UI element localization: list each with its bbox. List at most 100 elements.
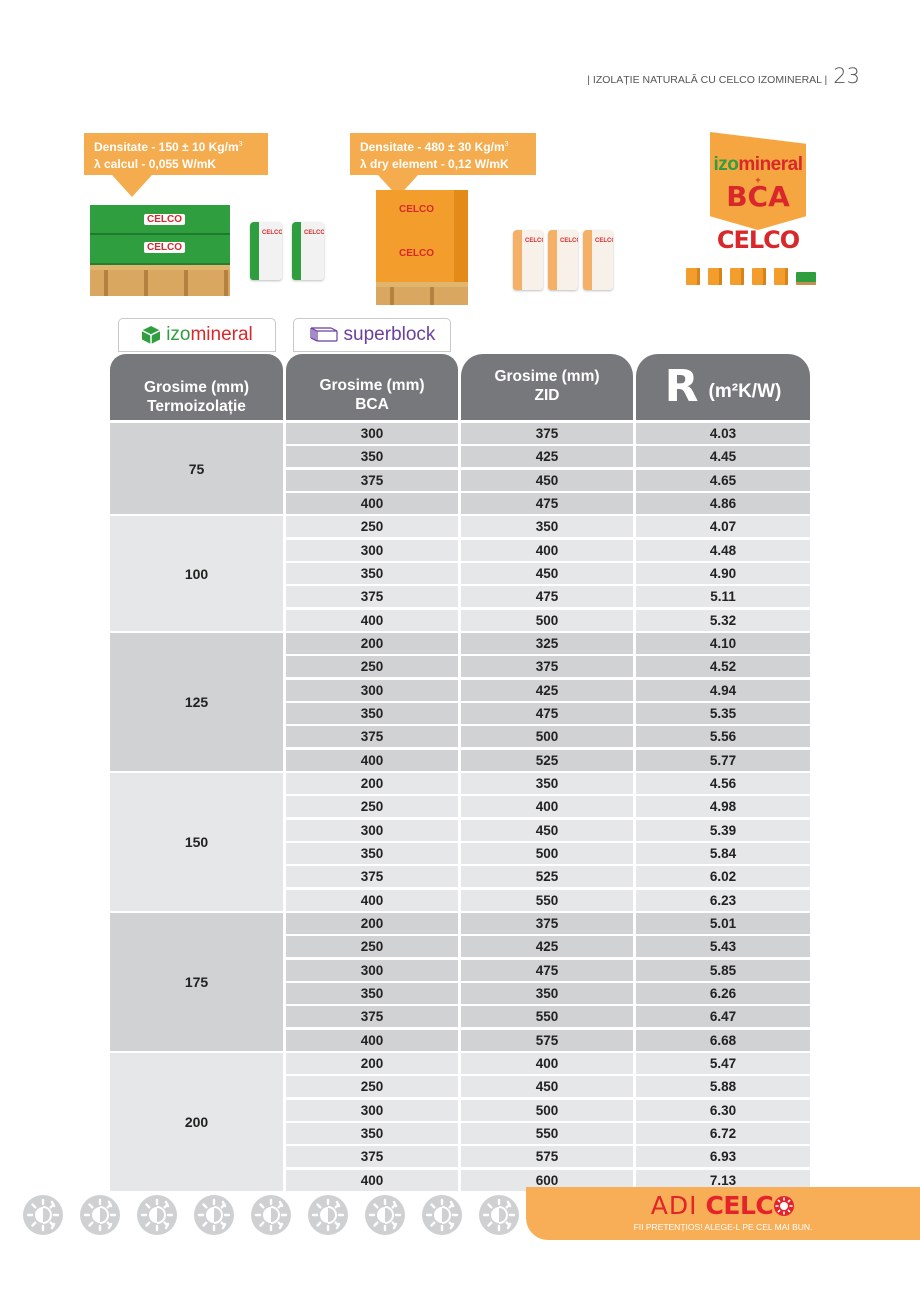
wall-thickness-cell: 475	[461, 586, 633, 608]
bca-pallet-thumbnail	[752, 268, 766, 285]
table-row: 200 325 4.10	[286, 632, 810, 655]
thermal-resistance-cell: 6.02	[636, 866, 810, 888]
pallet-brand-label: CELCO	[399, 204, 434, 215]
thermal-resistance-cell: 4.86	[636, 492, 810, 514]
wall-thickness-cell: 500	[461, 726, 633, 748]
izomineral-density: Densitate - 150 ± 10 Kg/m3	[94, 140, 243, 154]
adi-celco-logo: ADI CELC	[526, 1191, 920, 1220]
bca-thickness-cell: 400	[286, 492, 458, 514]
footer-slogan: FII PRETENȚIOS! ALEGE-L PE CEL MAI BUN.	[633, 1222, 813, 1232]
thermal-resistance-cell: 4.07	[636, 516, 810, 538]
adhesive-bag-image: CELCO	[250, 222, 282, 280]
sun-snowflake-icon	[365, 1195, 405, 1235]
wall-thickness-cell: 475	[461, 959, 633, 981]
bca-lambda: λ dry element - 0,12 W/mK	[360, 157, 509, 171]
thermal-resistance-cell: 5.77	[636, 749, 810, 771]
table-row: 300 400 4.48	[286, 539, 810, 562]
bca-thickness-cell: 200	[286, 1052, 458, 1074]
bca-thickness-cell: 375	[286, 1006, 458, 1028]
bca-thickness-cell: 300	[286, 539, 458, 561]
thermal-resistance-cell: 6.93	[636, 1146, 810, 1168]
adhesive-bag-image: CELCO	[292, 222, 324, 280]
bca-thickness-cell: 400	[286, 749, 458, 771]
insulation-group: 200 200 400 5.47 250 450 5.88 300 500 6.30 350 550 6…	[110, 1052, 810, 1192]
table-row: 250 450 5.88	[286, 1075, 810, 1098]
izomineral-pallet-thumbnail	[796, 272, 816, 285]
product-thumbnails	[686, 268, 816, 285]
footer-brand-band: ADI CELC FII PRETENȚIOS! ALEGE-L PE CEL M…	[526, 1187, 920, 1240]
bca-wordmark: BCA	[726, 180, 790, 213]
wall-thickness-cell: 375	[461, 912, 633, 934]
bca-spec-callout: Densitate - 480 ± 30 Kg/m3 λ dry element…	[350, 133, 536, 197]
sun-snowflake-icon	[308, 1195, 348, 1235]
bca-thickness-cell: 400	[286, 1029, 458, 1051]
bca-thickness-cell: 350	[286, 842, 458, 864]
wall-thickness-cell: 525	[461, 866, 633, 888]
thermal-resistance-cell: 5.47	[636, 1052, 810, 1074]
thermal-resistance-cell: 7.13	[636, 1169, 810, 1191]
table-row: 350 425 4.45	[286, 445, 810, 468]
table-row: 400 575 6.68	[286, 1029, 810, 1052]
bca-thickness-cell: 350	[286, 702, 458, 724]
thermal-resistance-cell: 4.03	[636, 423, 810, 444]
header-insulation-thickness: Grosime (mm) Termoizolație	[110, 354, 283, 420]
wall-thickness-cell: 550	[461, 1006, 633, 1028]
bca-thickness-cell: 375	[286, 469, 458, 491]
table-row: 375 475 5.11	[286, 585, 810, 608]
table-row: 300 375 4.03	[286, 422, 810, 445]
logo-flag	[710, 132, 806, 230]
bca-thickness-cell: 400	[286, 1169, 458, 1191]
thermal-resistance-cell: 5.43	[636, 936, 810, 958]
thermal-resistance-cell: 6.47	[636, 1006, 810, 1028]
header-bca-thickness: Grosime (mm) BCA	[286, 354, 458, 420]
thermal-resistance-cell: 5.11	[636, 586, 810, 608]
wall-thickness-cell: 375	[461, 656, 633, 678]
table-row: 250 375 4.52	[286, 655, 810, 678]
wall-thickness-cell: 375	[461, 423, 633, 444]
table-row: 350 475 5.35	[286, 702, 810, 725]
wall-thickness-cell: 525	[461, 749, 633, 771]
thermal-resistance-cell: 5.56	[636, 726, 810, 748]
sun-snowflake-icon	[774, 1196, 795, 1216]
bca-thickness-cell: 300	[286, 819, 458, 841]
table-row: 200 400 5.47	[286, 1052, 810, 1075]
sun-snowflake-icon	[422, 1195, 462, 1235]
thermal-resistance-cell: 6.26	[636, 982, 810, 1004]
wall-thickness-cell: 550	[461, 1122, 633, 1144]
table-row: 400 475 4.86	[286, 492, 810, 515]
superblock-brand-tab: superblock	[293, 318, 451, 352]
izomineral-brand-tab: izomineral	[118, 318, 276, 352]
thermal-resistance-cell: 5.84	[636, 842, 810, 864]
wood-pallet	[376, 282, 468, 305]
izomineral-wordmark: izomineral	[713, 154, 803, 175]
wall-thickness-cell: 450	[461, 819, 633, 841]
table-row: 375 525 6.02	[286, 865, 810, 888]
thermal-resistance-cell: 4.65	[636, 469, 810, 491]
insulation-thickness-cell: 75	[110, 423, 283, 515]
thermal-resistance-cell: 5.35	[636, 702, 810, 724]
page-number: 23	[833, 64, 860, 88]
table-row: 350 350 6.26	[286, 982, 810, 1005]
wall-thickness-cell: 475	[461, 702, 633, 724]
insulation-thickness-cell: 125	[110, 632, 283, 771]
wall-thickness-cell: 575	[461, 1146, 633, 1168]
wall-thickness-cell: 550	[461, 889, 633, 911]
bca-thickness-cell: 250	[286, 796, 458, 818]
bca-thickness-cell: 200	[286, 772, 458, 794]
page-header: | IZOLAȚIE NATURALĂ CU CELCO IZOMINERAL …	[587, 64, 860, 88]
bca-thickness-cell: 400	[286, 609, 458, 631]
thermal-resistance-cell: 4.45	[636, 446, 810, 468]
mortar-bag-image: CELCO	[513, 230, 543, 290]
insulation-thickness-cell: 150	[110, 772, 283, 911]
plus-sign: +	[755, 175, 761, 185]
thermal-resistance-cell: 4.94	[636, 679, 810, 701]
insulation-group: 150 200 350 4.56 250 400 4.98 300 450 5.39 350 500 5…	[110, 772, 810, 912]
wall-thickness-cell: 450	[461, 562, 633, 584]
bca-pallet-thumbnail	[774, 268, 788, 285]
bca-thickness-cell: 350	[286, 1122, 458, 1144]
wall-thickness-cell: 450	[461, 1076, 633, 1098]
pallet-brand-label: CELCO	[144, 214, 185, 225]
insulation-group: 75 300 375 4.03 350 425 4.45 375 450 4.65 400 475 4.…	[110, 422, 810, 515]
insulation-thickness-cell: 200	[110, 1052, 283, 1191]
table-row: 300 425 4.94	[286, 679, 810, 702]
